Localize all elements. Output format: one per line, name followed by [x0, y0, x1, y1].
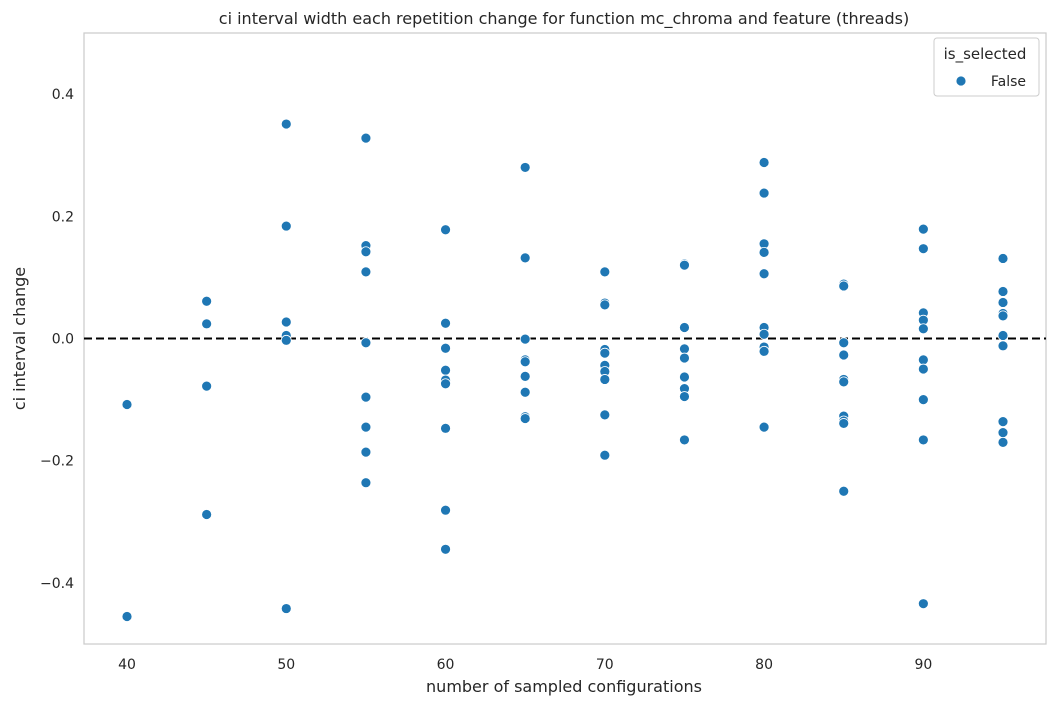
- data-point: [599, 374, 611, 385]
- data-point: [917, 363, 929, 375]
- data-point: [997, 340, 1009, 352]
- data-point: [519, 386, 531, 398]
- data-point: [758, 268, 770, 280]
- data-point: [360, 421, 372, 433]
- data-point: [519, 356, 531, 368]
- data-point: [599, 266, 611, 278]
- data-point: [758, 246, 770, 258]
- data-point: [997, 310, 1009, 322]
- data-point: [838, 418, 850, 429]
- data-point: [201, 318, 213, 330]
- data-point: [360, 337, 372, 349]
- data-point: [360, 446, 372, 458]
- data-point: [917, 354, 929, 366]
- legend-marker: [955, 75, 967, 87]
- data-point: [440, 364, 451, 376]
- data-point: [280, 334, 292, 346]
- data-point: [599, 449, 611, 461]
- x-tick-label: 80: [755, 657, 773, 673]
- y-tick-label: −0.2: [40, 454, 74, 470]
- data-point: [838, 280, 850, 292]
- data-point: [280, 316, 292, 328]
- data-point: [838, 337, 850, 349]
- data-point: [679, 434, 690, 446]
- data-point: [280, 118, 292, 130]
- data-point: [679, 259, 690, 271]
- legend: is_selected False: [933, 37, 1040, 97]
- data-point: [997, 286, 1009, 297]
- x-tick-label: 90: [914, 657, 932, 673]
- data-point: [997, 436, 1009, 448]
- data-point: [201, 295, 213, 307]
- data-point: [360, 132, 372, 144]
- data-point: [201, 380, 213, 392]
- x-tick-label: 40: [118, 657, 136, 673]
- x-tick-label: 50: [277, 657, 295, 673]
- data-point: [440, 422, 451, 434]
- data-point: [758, 187, 770, 199]
- data-point: [121, 399, 133, 410]
- data-point: [997, 330, 1009, 341]
- data-point: [838, 376, 850, 388]
- data-points: [121, 118, 1009, 622]
- data-point: [997, 253, 1009, 264]
- data-point: [519, 413, 531, 424]
- data-point: [679, 322, 690, 333]
- data-point: [440, 317, 451, 329]
- data-point: [201, 509, 213, 520]
- y-tick-label: 0.0: [52, 332, 74, 348]
- data-point: [519, 162, 531, 173]
- y-tick-label: 0.4: [52, 87, 74, 103]
- data-point: [917, 243, 929, 255]
- data-point: [838, 349, 850, 361]
- data-point: [599, 409, 611, 421]
- legend-title: is_selected: [944, 45, 1027, 64]
- data-point: [758, 345, 770, 357]
- data-point: [121, 611, 133, 622]
- data-point: [280, 603, 292, 614]
- data-point: [679, 343, 690, 355]
- data-point: [360, 246, 372, 258]
- data-point: [758, 157, 770, 168]
- data-point: [917, 394, 929, 406]
- x-axis-ticks: 40 50 60 70 80 90: [118, 657, 932, 673]
- data-point: [917, 223, 929, 235]
- data-point: [519, 370, 531, 382]
- data-point: [679, 352, 690, 364]
- data-point: [280, 220, 292, 232]
- data-point: [917, 598, 929, 610]
- data-point: [519, 333, 531, 345]
- data-point: [917, 434, 929, 446]
- data-point: [360, 266, 372, 278]
- chart-title: ci interval width each repetition change…: [219, 9, 909, 29]
- data-point: [838, 485, 850, 497]
- data-point: [917, 323, 929, 335]
- data-point: [997, 297, 1009, 308]
- data-point: [679, 371, 690, 383]
- data-point: [440, 378, 451, 390]
- data-point: [758, 328, 770, 340]
- data-point: [599, 347, 611, 359]
- data-point: [599, 299, 611, 311]
- data-point: [360, 477, 372, 489]
- x-tick-label: 70: [596, 657, 614, 673]
- data-point: [758, 421, 770, 433]
- data-point: [997, 416, 1009, 427]
- data-point: [679, 391, 690, 402]
- y-tick-label: 0.2: [52, 209, 74, 225]
- data-point: [997, 427, 1009, 438]
- legend-entry-label: False: [991, 74, 1026, 90]
- data-point: [360, 391, 372, 403]
- data-point: [440, 504, 451, 516]
- y-tick-label: −0.4: [40, 576, 74, 592]
- x-axis-label: number of sampled configurations: [426, 677, 702, 696]
- data-point: [440, 224, 451, 236]
- y-axis-ticks: −0.4 −0.2 0.0 0.2 0.4: [40, 87, 74, 592]
- data-point: [519, 252, 531, 264]
- data-point: [440, 543, 451, 555]
- data-point: [440, 342, 451, 354]
- x-tick-label: 60: [437, 657, 455, 673]
- y-axis-label: ci interval change: [10, 267, 29, 410]
